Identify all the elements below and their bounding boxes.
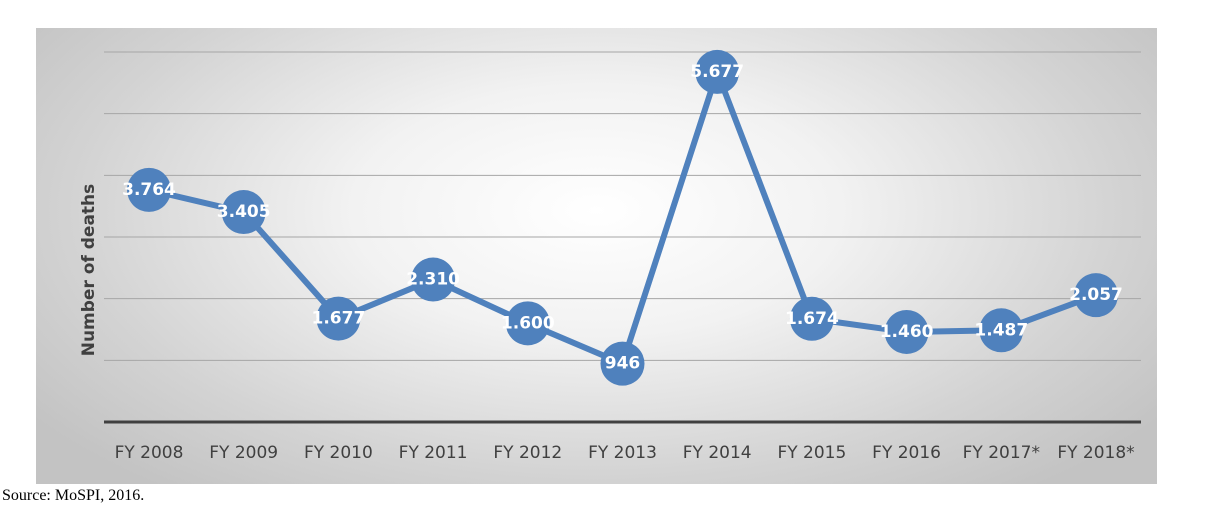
data-point: 2.057 <box>1069 273 1123 318</box>
data-label: 2.057 <box>1069 285 1123 305</box>
data-point: 946 <box>600 341 645 386</box>
data-point: 1.600 <box>501 301 555 346</box>
data-label: 946 <box>605 354 641 374</box>
x-tick-label: FY 2008 <box>115 443 184 463</box>
data-points: 3.764 3.405 1.677 2.310 1.600 946 5.677 1.674 1.… <box>122 49 1123 386</box>
x-tick-label: FY 2013 <box>588 443 657 463</box>
data-point: 2.310 <box>406 257 460 302</box>
data-label: 1.460 <box>880 322 934 342</box>
data-point: 1.460 <box>880 309 934 354</box>
chart-panel: 3.764 3.405 1.677 2.310 1.600 946 5.677 1.674 1.… <box>36 28 1157 484</box>
point-marker <box>221 190 266 235</box>
x-tick-label: FY 2011 <box>399 443 468 463</box>
data-label: 3.405 <box>217 202 271 222</box>
source-note: Source: MoSPI, 2016. <box>2 487 145 504</box>
x-tick-label: FY 2012 <box>493 443 562 463</box>
point-marker <box>316 296 361 341</box>
x-tick-label: FY 2014 <box>683 443 752 463</box>
data-label: 1.600 <box>501 313 555 333</box>
x-tick-label: FY 2009 <box>209 443 278 463</box>
gridlines <box>104 51 1141 361</box>
point-marker <box>884 309 929 354</box>
series-polyline <box>148 68 1098 367</box>
x-tick-label: FY 2016 <box>872 443 941 463</box>
x-tick-label: FY 2010 <box>304 443 373 463</box>
data-point: 1.674 <box>785 296 839 341</box>
y-axis-title: Number of deaths <box>79 184 99 357</box>
data-point: 3.764 <box>122 167 176 212</box>
point-marker <box>695 49 740 94</box>
data-point: 3.405 <box>217 190 271 235</box>
line-chart: 3.764 3.405 1.677 2.310 1.600 946 5.677 1.674 1.… <box>79 49 1141 463</box>
data-label: 1.487 <box>974 320 1028 340</box>
data-point: 1.677 <box>312 296 366 341</box>
data-point: 1.487 <box>974 308 1028 353</box>
data-label: 5.677 <box>690 62 744 82</box>
point-marker <box>979 308 1024 353</box>
data-label: 3.764 <box>122 180 176 200</box>
point-marker <box>1074 273 1118 318</box>
series-line <box>148 68 1098 367</box>
x-tick-label: FY 2015 <box>777 443 846 463</box>
data-label: 2.310 <box>406 270 460 290</box>
point-marker <box>411 257 456 302</box>
point-marker <box>505 301 550 346</box>
data-point: 5.677 <box>690 49 744 94</box>
x-tick-labels: FY 2008 FY 2009 FY 2010 FY 2011 FY 2012 FY 20… <box>115 443 1135 463</box>
point-marker <box>789 296 834 341</box>
data-label: 1.677 <box>312 309 366 329</box>
point-marker <box>127 167 171 212</box>
point-marker <box>600 341 645 386</box>
x-tick-label: FY 2017* <box>963 443 1040 463</box>
data-label: 1.674 <box>785 309 839 329</box>
x-tick-label: FY 2018* <box>1057 443 1134 463</box>
